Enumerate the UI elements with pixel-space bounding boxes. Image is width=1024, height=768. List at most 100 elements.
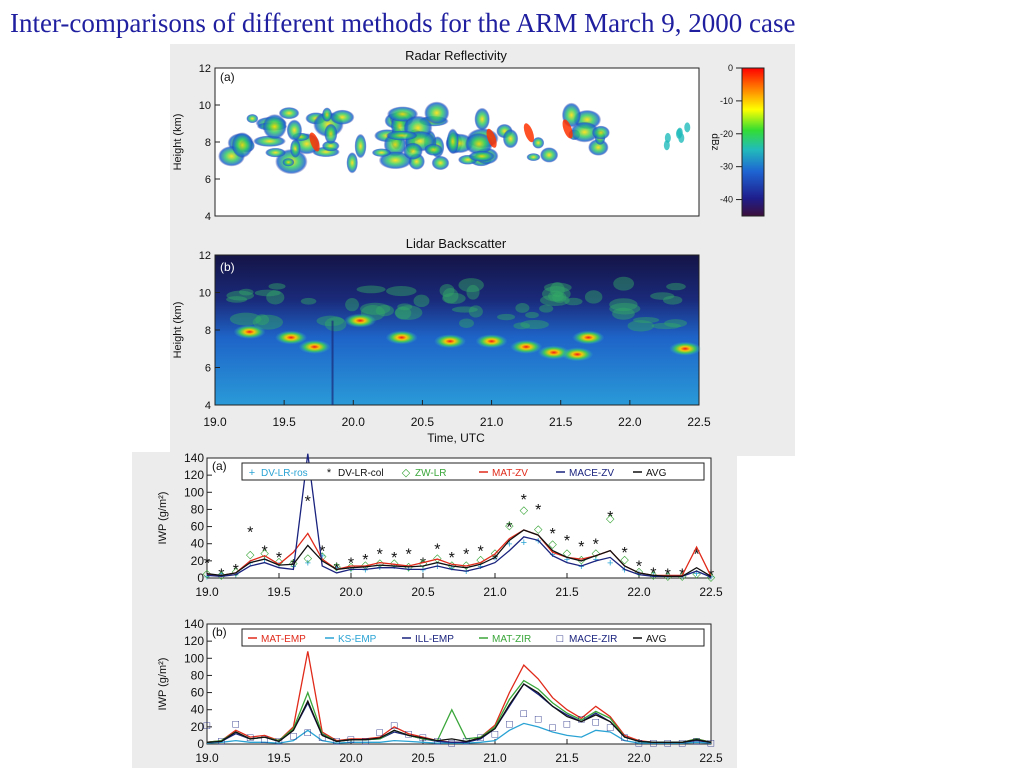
- legend-label: MAT-EMP: [261, 634, 306, 645]
- lidar-return: [442, 288, 459, 304]
- x-tick-label: 20.5: [411, 415, 435, 429]
- series-marker-zw-lr: ◇: [347, 561, 356, 573]
- series-line-ks-emp: [206, 722, 712, 744]
- series-marker-dv-lr-ros: +: [521, 537, 527, 549]
- series-marker-dv-lr-ros: +: [492, 552, 498, 564]
- iwp-a-legend: + DV-LR-ros * DV-LR-col ◇ ZW-LR MAT-ZV MACE-ZV A…: [241, 462, 705, 481]
- y-tick-label: 80: [191, 668, 205, 682]
- iwp-b-legend: MAT-EMP KS-EMP ILL-EMP MAT-ZIR □ MACE-ZIR AVG: [241, 628, 705, 647]
- series-marker-zw-lr: ◇: [332, 561, 341, 573]
- series-marker-mace-zir: □: [247, 732, 254, 744]
- colorbar-tick-label: -10: [720, 96, 733, 106]
- series-marker-dv-lr-col: *: [247, 524, 253, 541]
- series-marker-zw-lr: ◇: [376, 558, 385, 570]
- series-marker-mace-zir: □: [693, 736, 700, 748]
- lidar-return: [543, 282, 572, 293]
- lidar-return: [613, 276, 635, 291]
- radar-title: Radar Reflectivity: [405, 48, 507, 63]
- y-tick-label: 20: [191, 554, 205, 568]
- y-tick-label: 100: [184, 485, 204, 499]
- radar-echo: [289, 139, 301, 158]
- radar-echo: [539, 147, 559, 163]
- radar-echo: [570, 121, 600, 143]
- series-marker-dv-lr-ros: +: [449, 563, 455, 575]
- radar-echo: [385, 130, 418, 141]
- lidar-return: [255, 314, 270, 326]
- series-marker-dv-lr-ros: +: [463, 566, 469, 578]
- series-marker-dv-lr-ros: +: [247, 558, 253, 570]
- series-marker-zw-lr: ◇: [304, 552, 313, 564]
- series-marker-zw-lr: ◇: [318, 551, 327, 563]
- lidar-return: [254, 289, 281, 297]
- series-marker-dv-lr-ros: +: [708, 571, 714, 583]
- radar-echo: [468, 150, 495, 162]
- iwp-b-panel-label: (b): [212, 625, 227, 639]
- series-marker-zw-lr: ◇: [606, 513, 615, 525]
- lidar-return: [651, 322, 681, 330]
- x-tick-label: 21.5: [555, 751, 579, 765]
- lidar-return: [663, 295, 683, 305]
- lidar-y-axis-label: Height (km): [172, 302, 184, 359]
- series-marker-mace-zir: □: [679, 737, 686, 749]
- lidar-return-strong: [434, 334, 467, 349]
- radar-echo: [371, 148, 392, 157]
- lidar-return: [609, 298, 638, 312]
- series-marker-dv-lr-col: *: [348, 555, 354, 572]
- series-line-avg: [206, 683, 712, 743]
- lidar-return-strong: [475, 334, 508, 349]
- series-marker-dv-lr-col: *: [449, 550, 455, 567]
- y-tick-label: 10: [199, 100, 211, 112]
- lidar-return: [439, 283, 455, 297]
- lidar-return-strong: [572, 330, 605, 345]
- legend-swatch: ◇: [402, 467, 411, 479]
- iwp-a-y-axis-label: IWP (g/m²): [157, 492, 169, 545]
- series-line-mace-zv: [206, 453, 712, 578]
- radar-y-axis-label: Height (km): [172, 114, 184, 171]
- series-marker-zw-lr: ◇: [260, 547, 269, 559]
- y-tick-label: 6: [205, 174, 211, 186]
- series-marker-mace-zir: □: [232, 718, 239, 730]
- radar-panel-label: (a): [220, 70, 235, 84]
- series-marker-dv-lr-col: *: [233, 562, 239, 579]
- lidar-panel-label: (b): [220, 260, 235, 274]
- lidar-return: [539, 294, 570, 306]
- y-tick-label: 120: [184, 468, 204, 482]
- series-marker-dv-lr-col: *: [463, 547, 469, 564]
- x-tick-label: 19.0: [195, 585, 219, 599]
- series-marker-mace-zir: □: [376, 727, 383, 739]
- lidar-return-strong: [344, 313, 377, 328]
- series-marker-dv-lr-ros: +: [636, 568, 642, 580]
- colorbar-gradient-bar: [741, 67, 765, 217]
- radar-echo: [526, 153, 541, 162]
- series-marker-dv-lr-col: *: [434, 542, 440, 559]
- legend-label: ILL-EMP: [415, 634, 454, 645]
- series-marker-mace-zir: □: [319, 732, 326, 744]
- lidar-title: Lidar Backscatter: [406, 236, 507, 251]
- series-marker-zw-lr: ◇: [390, 558, 399, 570]
- series-marker-mace-zir: □: [650, 737, 657, 749]
- series-marker-mace-zir: □: [549, 722, 556, 734]
- series-marker-mace-zir: □: [204, 720, 211, 732]
- lidar-return: [300, 297, 317, 305]
- series-marker-mace-zir: □: [708, 737, 715, 749]
- lidar-return: [564, 297, 583, 306]
- y-tick-label: 40: [191, 537, 205, 551]
- series-marker-dv-lr-ros: +: [434, 561, 440, 573]
- lidar-return: [451, 306, 478, 313]
- lidar-return: [664, 319, 688, 328]
- lidar-return: [345, 298, 359, 312]
- y-tick-label: 4: [205, 400, 211, 412]
- radar-echo: [321, 140, 340, 152]
- series-marker-mace-zir: □: [506, 718, 513, 730]
- colorbar-unit-label: dBz: [709, 133, 720, 150]
- iwp-b-ticks: 0 20 40 60 80 100 120 140 19.0 19.5 20.0 20.5 21.0 21…: [184, 617, 723, 765]
- series-marker-zw-lr: ◇: [548, 539, 557, 551]
- series-marker-dv-lr-col: *: [607, 509, 613, 526]
- series-marker-mace-zir: □: [362, 736, 369, 748]
- radar-echo: [474, 107, 490, 131]
- legend-label: MAT-ZIR: [492, 634, 531, 645]
- radar-echo: [403, 142, 423, 160]
- series-marker-dv-lr-ros: +: [204, 571, 210, 583]
- radar-echo: [424, 101, 450, 125]
